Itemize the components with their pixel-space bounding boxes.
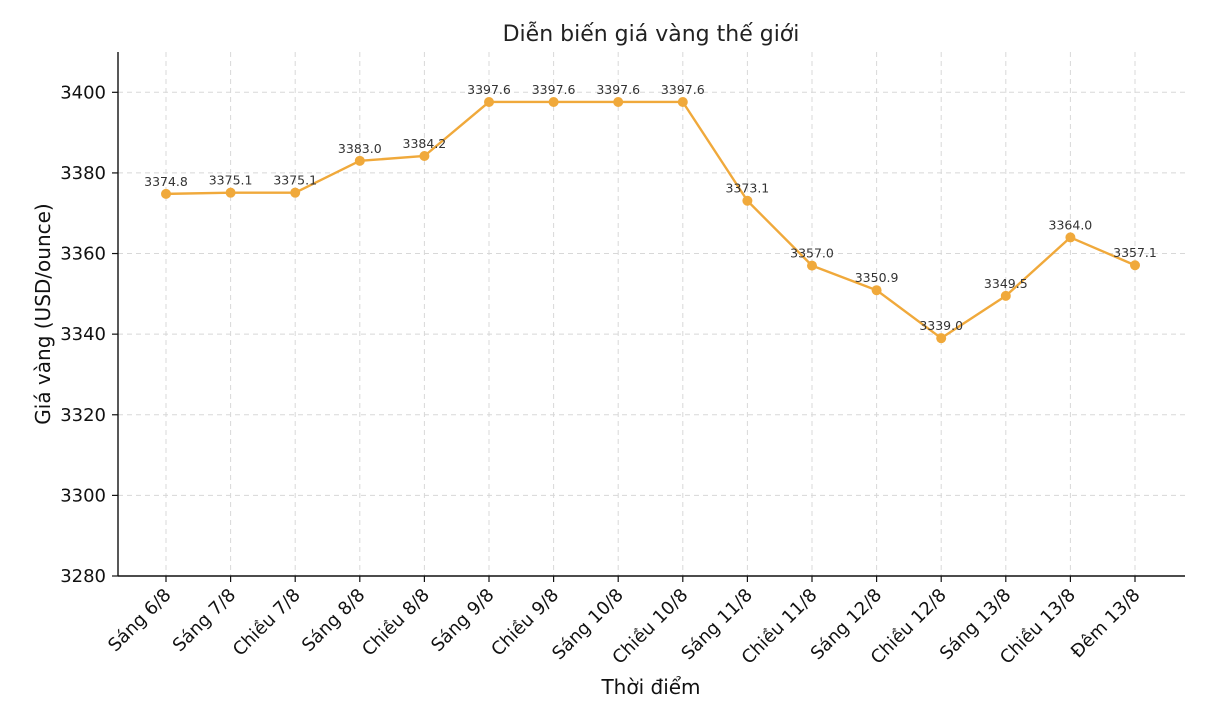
grid-layer [118,52,1185,577]
x-tick-label: Sáng 6/8 [104,585,175,656]
data-label: 3397.6 [596,82,640,97]
data-label: 3349.5 [984,276,1028,291]
data-label: 3375.1 [273,173,317,188]
data-label: 3364.0 [1049,217,1093,232]
data-point [354,155,365,166]
series-line [165,100,1136,340]
data-point [161,188,171,199]
y-tick-label: 3280 [60,566,106,587]
data-point [548,96,559,107]
data-point [742,195,753,206]
series-layer [161,96,1140,344]
data-label: 3374.8 [144,174,188,189]
y-tick-label: 3400 [60,82,106,103]
x-tick-label: Đêm 13/8 [1067,585,1145,663]
data-point [225,187,236,198]
data-point [1130,260,1140,271]
y-tick-label: 3360 [60,244,106,265]
data-point [936,333,947,344]
data-label: 3357.0 [790,246,834,261]
y-tick-label: 3320 [60,405,106,426]
data-point [807,260,817,271]
data-label: 3339.0 [919,318,963,333]
data-point [613,96,624,107]
y-tick-label: 3380 [60,163,106,184]
data-label: 3397.6 [532,82,576,97]
data-point [677,96,688,107]
data-point [1065,232,1076,243]
y-tick-label: 3340 [60,324,106,345]
data-label: 3384.2 [403,136,447,151]
data-point [290,187,301,198]
data-label: 3383.0 [338,141,382,156]
y-axis-label: Giá vàng (USD/ounce) [31,203,55,424]
data-point [1000,290,1011,301]
data-label: 3397.6 [661,82,705,97]
data-point [871,285,882,296]
data-label: 3375.1 [209,173,253,188]
data-point [419,150,430,161]
data-label: 3397.6 [467,82,511,97]
x-tick-label: Chiều 8/8 [358,585,434,661]
y-tick-label: 3300 [60,485,106,506]
x-tick-label: Chiều 7/8 [229,585,305,661]
x-axis-label: Thời điểm [600,675,700,699]
data-point [484,96,494,107]
data-label: 3357.1 [1113,245,1157,260]
chart-title: Diễn biến giá vàng thế giới [503,21,800,47]
label-layer: 3374.8 3375.1 3375.1 3383.0 3384.2 3397.6 3397… [144,82,1157,333]
data-label: 3350.9 [855,270,899,285]
data-label: 3373.1 [726,181,770,196]
